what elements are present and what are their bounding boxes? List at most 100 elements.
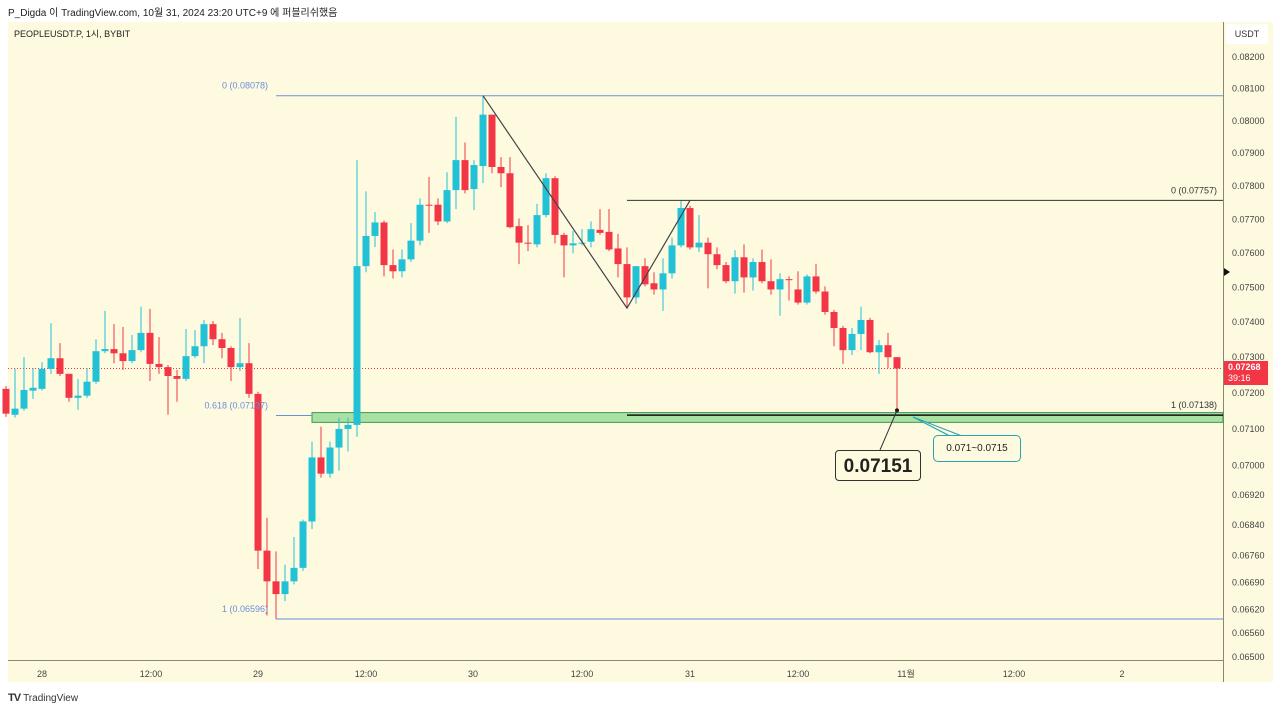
- candle: [110, 324, 118, 364]
- candle: [686, 205, 694, 250]
- candle: [614, 233, 622, 278]
- candle: [47, 323, 55, 374]
- candle-body: [452, 160, 460, 191]
- candle-body: [290, 567, 298, 582]
- candle-body: [830, 311, 838, 328]
- candle: [704, 237, 712, 289]
- candle-body: [884, 345, 892, 358]
- candle: [398, 249, 406, 278]
- candle: [479, 95, 487, 184]
- support-zone[interactable]: [311, 412, 1224, 423]
- candle: [272, 551, 280, 620]
- candle-body: [101, 349, 109, 352]
- candle-body: [155, 363, 163, 368]
- candle-body: [650, 283, 658, 290]
- candle-body: [164, 367, 172, 376]
- candle: [875, 339, 883, 374]
- candle-body: [398, 259, 406, 272]
- brand-name: TradingView: [23, 692, 79, 704]
- candle: [164, 364, 172, 415]
- candle: [830, 309, 838, 347]
- support-zone-callout[interactable]: 0.071~0.0715: [933, 435, 1021, 462]
- time-tick-label: 12:00: [787, 669, 810, 679]
- candle: [749, 258, 757, 291]
- candle: [767, 259, 775, 295]
- candle: [173, 369, 181, 402]
- low-price-callout[interactable]: 0.07151: [835, 450, 921, 481]
- candle-body: [218, 339, 226, 349]
- candle-body: [434, 204, 442, 222]
- candle: [389, 249, 397, 279]
- candle: [488, 114, 496, 174]
- candle-body: [470, 165, 478, 190]
- candle: [731, 250, 739, 294]
- candle: [596, 209, 604, 235]
- candle: [506, 157, 514, 229]
- candle-body: [326, 447, 334, 474]
- candle: [353, 160, 361, 437]
- candle: [848, 327, 856, 356]
- candle-body: [623, 264, 631, 298]
- candle: [11, 368, 19, 418]
- candle-body: [596, 229, 604, 233]
- time-axis[interactable]: [8, 661, 1223, 682]
- candle-body: [443, 190, 451, 222]
- candle: [713, 247, 721, 270]
- low-callout-connector: [879, 410, 898, 451]
- candle: [2, 385, 10, 417]
- last-price-tag: 0.07268 39:16: [1224, 361, 1268, 385]
- candle-body: [713, 254, 721, 266]
- candle-body: [551, 178, 559, 235]
- candle-body: [425, 204, 433, 206]
- scroll-marker-icon[interactable]: [1224, 268, 1230, 276]
- price-axis[interactable]: [1224, 22, 1273, 682]
- candle: [866, 317, 874, 354]
- candle-body: [254, 393, 262, 551]
- candle: [740, 244, 748, 293]
- price-tick-label: 0.07600: [1232, 248, 1265, 258]
- candle: [695, 215, 703, 253]
- candle: [245, 343, 253, 398]
- candle: [884, 332, 892, 369]
- fib-left-level-0-label: 0 (0.08078): [222, 81, 268, 91]
- candle-body: [353, 266, 361, 425]
- candle: [605, 209, 613, 252]
- candle: [452, 116, 460, 210]
- zigzag-pattern-line[interactable]: [482, 95, 691, 310]
- candle-body: [389, 265, 397, 272]
- candle: [155, 337, 163, 374]
- candle: [92, 339, 100, 384]
- tradingview-brand[interactable]: TV TradingView: [8, 692, 78, 704]
- publish-info: P_Digda 이 TradingView.com, 10월 31, 2024 …: [8, 8, 338, 19]
- candle: [812, 264, 820, 294]
- price-tick-label: 0.07000: [1232, 461, 1265, 471]
- candle: [650, 272, 658, 295]
- currency-button[interactable]: USDT: [1226, 24, 1268, 44]
- candle: [623, 247, 631, 308]
- candle-body: [29, 387, 37, 391]
- candle: [668, 237, 676, 279]
- price-tick-label: 0.06620: [1232, 605, 1265, 615]
- candle: [857, 306, 865, 351]
- price-tick-label: 0.07800: [1232, 181, 1265, 191]
- candle-body: [776, 279, 784, 290]
- candle-body: [722, 265, 730, 282]
- candle: [119, 326, 127, 370]
- candle-body: [578, 242, 586, 244]
- chart-pane[interactable]: [8, 22, 1223, 660]
- candle-body: [893, 357, 901, 369]
- candle-body: [533, 215, 541, 245]
- price-tick-label: 0.07500: [1232, 282, 1265, 292]
- fib-left-level-1-label: 1 (0.06596): [222, 604, 268, 614]
- candle: [776, 273, 784, 316]
- candle-body: [182, 356, 190, 379]
- last-price: 0.07268: [1228, 362, 1261, 372]
- candle: [317, 426, 325, 478]
- fib-right-level-1-label: 1 (0.07138): [1171, 400, 1217, 410]
- candle: [290, 536, 298, 585]
- candle: [515, 218, 523, 265]
- candle-body: [416, 204, 424, 241]
- price-tick-label: 0.06500: [1232, 652, 1265, 662]
- candle: [434, 198, 442, 226]
